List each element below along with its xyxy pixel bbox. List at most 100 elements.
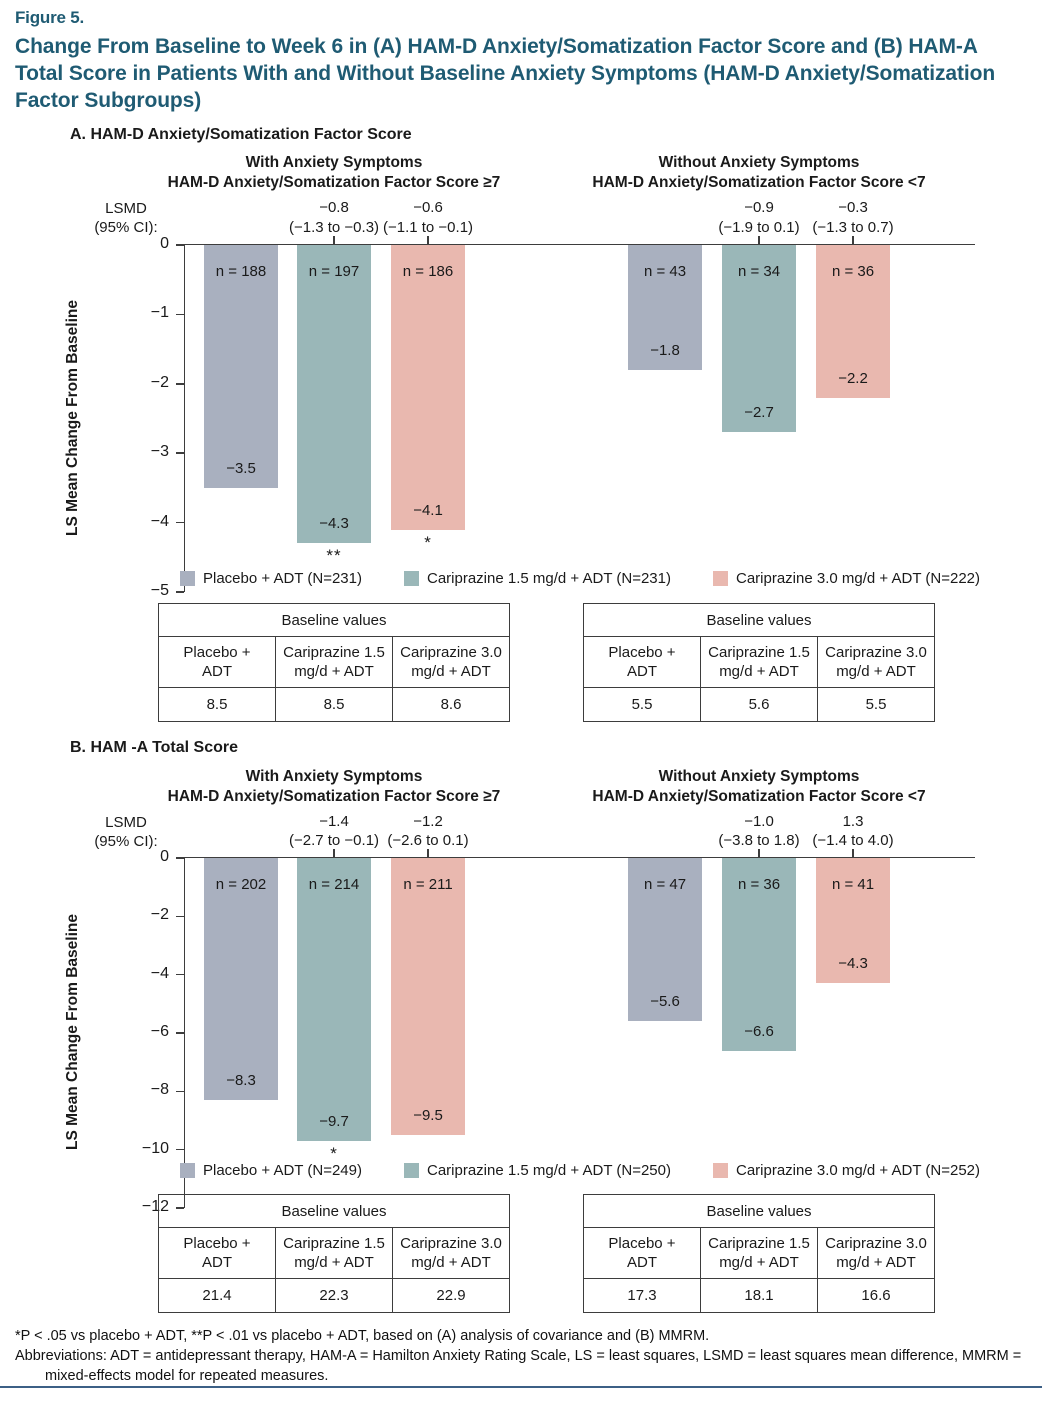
bar-n-label: n = 188 (215, 263, 267, 280)
table-value-cell: 21.4 (158, 1278, 276, 1313)
legend-swatch-icon (713, 1162, 728, 1178)
legend-swatch-icon (403, 1162, 419, 1178)
group-title-line2: HAM-D Anxiety/Somatization Factor Score … (167, 174, 501, 191)
legend-label: Cariprazine 3.0 mg/d + ADT (N=222) (736, 569, 981, 587)
table-column-header: Cariprazine 3.0 mg/d + ADT (817, 1227, 935, 1279)
table-value-cell: 5.5 (817, 687, 935, 722)
bar-n-label: n = 214 (308, 876, 360, 893)
bar-value-label: −4.1 (413, 501, 443, 519)
table-column-header: Cariprazine 1.5 mg/d + ADT (700, 1227, 818, 1279)
panel-label: B. HAM -A Total Score (70, 739, 239, 756)
bar-n-label: n = 41 (831, 876, 875, 893)
lsmd-ci: (−2.7 to −0.1) (288, 832, 380, 849)
table-column-header: Placebo + ADT (583, 636, 701, 688)
bar (816, 245, 890, 398)
bar (628, 858, 702, 1022)
lsmd-ci: (−1.3 to −0.3) (288, 219, 380, 236)
table-column-header: Cariprazine 3.0 mg/d + ADT (392, 636, 510, 688)
baseline-values-table: Baseline values Placebo + ADT Cariprazine 1… (583, 1194, 935, 1313)
y-axis-tick-label: −4 (150, 512, 169, 530)
bar-value-label: −5.6 (650, 993, 680, 1011)
table-value-cell: 8.5 (158, 687, 276, 722)
lsmd-ci: (−1.4 to 4.0) (812, 832, 894, 849)
baseline-values-table: Baseline values Placebo + ADT Cariprazine 1… (158, 1194, 510, 1313)
y-axis-tick-label: −5 (150, 582, 169, 599)
table-value-cell: 22.3 (275, 1278, 393, 1313)
lsmd-ci: (−1.3 to 0.7) (812, 219, 894, 236)
bar-value-label: −2.2 (838, 369, 868, 387)
table-column-header: Cariprazine 3.0 mg/d + ADT (817, 636, 935, 688)
group-title-line2: HAM-D Anxiety/Somatization Factor Score … (592, 788, 926, 805)
bar-value-label: −2.7 (744, 404, 774, 422)
baseline-values-table: Baseline values Placebo + ADT Cariprazine 1… (583, 603, 935, 722)
y-axis-tick-label: 0 (160, 235, 169, 252)
legend-label: Cariprazine 1.5 mg/d + ADT (N=250) (426, 1161, 671, 1179)
bar-value-label: −3.5 (226, 459, 256, 477)
y-axis-tick (176, 1090, 184, 1093)
chart-legend: Placebo + ADT (N=249) Cariprazine 1.5 mg/… (180, 1160, 980, 1180)
y-axis-tick-label: −6 (150, 1023, 169, 1041)
lsmd-ci: (−2.6 to 0.1) (387, 832, 469, 849)
lsmd-column-tick (333, 849, 335, 857)
lsmd-column-tick (758, 236, 760, 244)
bar (628, 245, 702, 370)
table-value-cell: 22.9 (392, 1278, 510, 1313)
group-title-line1: With Anxiety Symptoms (245, 154, 423, 171)
bottom-rule (0, 1386, 1042, 1388)
lsmd-header-label: LSMD (95% CI): (94, 814, 158, 850)
bar-n-label: n = 211 (403, 876, 453, 893)
legend-swatch-icon (403, 570, 419, 586)
lsmd-column-tick (852, 236, 854, 244)
y-axis-tick-label: −3 (150, 443, 169, 461)
y-axis-tick (176, 1148, 184, 1151)
bar-n-label: n = 34 (737, 263, 781, 280)
y-axis-tick (176, 591, 184, 593)
legend-swatch-icon (180, 570, 195, 586)
table-column-header: Cariprazine 3.0 mg/d + ADT (392, 1227, 510, 1279)
bar (204, 858, 278, 1101)
bar-value-label: −4.3 (319, 515, 349, 533)
lsmd-column-tick (427, 849, 429, 857)
bar (816, 858, 890, 984)
lsmd-ci: (−3.8 to 1.8) (718, 832, 800, 849)
bar-value-label: −1.8 (650, 341, 680, 359)
bar (204, 245, 278, 488)
table-column-header: Cariprazine 1.5 mg/d + ADT (275, 1227, 393, 1279)
y-axis-label: LS Mean Change From Baseline (64, 299, 81, 536)
bar-value-label: −9.7 (319, 1112, 349, 1130)
zero-baseline (183, 856, 975, 858)
significance-marker: ** (326, 546, 342, 566)
baseline-values-table-grid: Baseline values Placebo + ADT Cariprazine 1… (583, 603, 935, 722)
table-value-cell: 18.1 (700, 1278, 818, 1313)
y-axis-tick-label: −8 (150, 1081, 169, 1099)
y-axis-line (183, 245, 185, 592)
legend-item: Cariprazine 1.5 mg/d + ADT (N=250) (403, 1161, 671, 1179)
bar (297, 858, 371, 1141)
y-axis-tick-label: −1 (150, 304, 169, 322)
legend-label: Placebo + ADT (N=249) (203, 1161, 362, 1179)
bar (722, 245, 796, 433)
legend-item: Placebo + ADT (N=249) (180, 1162, 362, 1179)
table-column-header: Placebo + ADT (158, 636, 276, 688)
group-title-line2: HAM-D Anxiety/Somatization Factor Score … (167, 788, 501, 805)
bar-value-label: −4.3 (838, 955, 868, 973)
y-axis-tick-label: −10 (141, 1139, 169, 1157)
group-title-line2: HAM-D Anxiety/Somatization Factor Score … (592, 174, 926, 191)
y-axis-tick (176, 973, 184, 976)
lsmd-value: 1.3 (842, 813, 864, 830)
chart-legend: Placebo + ADT (N=231) Cariprazine 1.5 mg/… (180, 568, 980, 588)
lsmd-value: −0.8 (319, 199, 349, 216)
zero-baseline (183, 243, 975, 245)
legend-swatch-icon (180, 1162, 195, 1178)
lsmd-column-tick (427, 236, 429, 244)
group-title-line1: With Anxiety Symptoms (245, 768, 423, 785)
legend-swatch-icon (713, 570, 728, 586)
table-column-header: Placebo + ADT (158, 1227, 276, 1279)
y-axis-line (183, 858, 185, 1209)
baseline-values-table: Baseline values Placebo + ADT Cariprazine 1… (158, 603, 510, 722)
table-column-header: Placebo + ADT (583, 1227, 701, 1279)
bar-n-label: n = 197 (308, 263, 360, 280)
y-axis-tick (176, 521, 184, 524)
lsmd-ci: (−1.1 to −0.1) (382, 219, 474, 236)
bar-n-label: n = 47 (643, 876, 687, 893)
